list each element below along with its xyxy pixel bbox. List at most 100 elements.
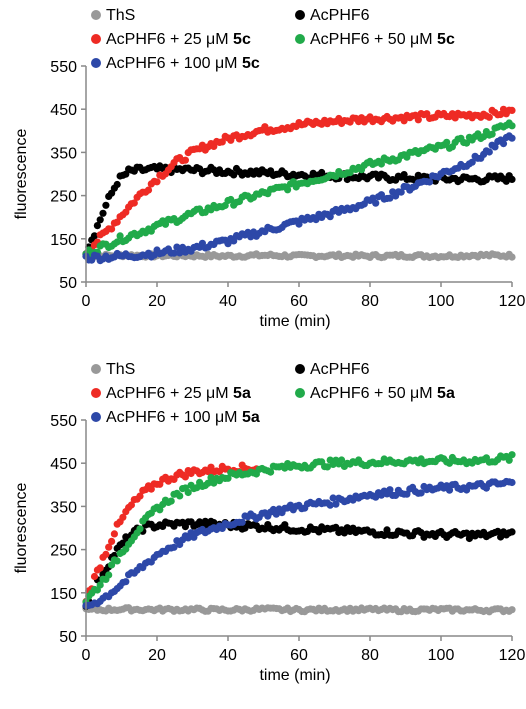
y-tick-label: 450 xyxy=(50,102,77,119)
data-point xyxy=(502,177,510,185)
legend-marker xyxy=(91,34,101,44)
data-point xyxy=(176,492,184,500)
y-axis-label: fluorescence xyxy=(13,483,30,574)
data-point xyxy=(284,186,292,194)
x-tick-label: 20 xyxy=(148,647,166,664)
data-point xyxy=(136,525,144,533)
legend-label: AcPHF6 + 50 μM 5c xyxy=(310,31,455,48)
data-point xyxy=(508,175,516,183)
data-point xyxy=(136,492,144,500)
legend-marker xyxy=(295,10,305,20)
data-point xyxy=(116,232,124,240)
legend-item: AcPHF6 + 25 μM 5a xyxy=(91,385,251,402)
y-tick-label: 450 xyxy=(50,456,77,473)
data-point xyxy=(130,199,138,207)
legend-label: AcPHF6 + 100 μM 5a xyxy=(106,409,260,426)
legend-label: AcPHF6 + 25 μM 5c xyxy=(106,31,251,48)
data-point xyxy=(127,501,135,509)
data-point xyxy=(323,463,331,471)
x-axis-label: time (min) xyxy=(259,313,330,330)
legend-label: AcPHF6 + 25 μM 5a xyxy=(106,385,251,402)
data-point xyxy=(170,249,178,257)
data-point xyxy=(176,249,184,257)
x-tick-label: 40 xyxy=(219,293,237,310)
series-2 xyxy=(82,105,516,258)
data-point xyxy=(485,113,493,121)
y-tick-label: 350 xyxy=(50,499,77,516)
data-point xyxy=(505,456,513,464)
data-point xyxy=(119,539,127,547)
data-point xyxy=(105,571,113,579)
data-point xyxy=(113,218,121,226)
chart-panel-top: 50 150 250 350 450 550 0 20 40 60 80 100 120 time (mi… xyxy=(0,0,526,354)
data-point xyxy=(119,513,127,521)
data-point xyxy=(96,216,104,224)
data-point xyxy=(113,238,121,246)
data-point xyxy=(508,606,516,614)
data-point xyxy=(508,451,516,459)
chart-panel-bottom: 50 150 250 350 450 550 0 20 40 60 80 100 120 time (mi… xyxy=(0,354,526,708)
chart-svg-top: 50 150 250 350 450 550 0 20 40 60 80 100 120 time (mi… xyxy=(13,7,525,330)
data-points xyxy=(82,105,516,265)
legend-marker xyxy=(295,388,305,398)
x-tick-label: 60 xyxy=(290,293,308,310)
data-point xyxy=(443,138,451,146)
data-point xyxy=(93,222,101,230)
data-point xyxy=(445,486,454,494)
legend-marker xyxy=(91,364,101,374)
legend-label: AcPHF6 xyxy=(310,7,370,24)
data-point xyxy=(383,526,391,534)
data-point xyxy=(380,531,388,540)
legend-label: ThS xyxy=(106,361,135,378)
data-point xyxy=(414,116,422,124)
data-point xyxy=(267,468,275,476)
y-tick-label: 150 xyxy=(50,586,77,603)
data-point xyxy=(468,158,476,166)
data-point xyxy=(144,186,153,194)
x-tick-label: 0 xyxy=(82,293,91,310)
data-point xyxy=(227,195,235,204)
y-tick-label: 150 xyxy=(50,232,77,249)
data-point xyxy=(326,501,334,509)
data-point xyxy=(463,529,471,537)
data-point xyxy=(508,253,516,261)
data-point xyxy=(508,134,516,142)
legend-label: ThS xyxy=(106,7,135,24)
series-2 xyxy=(82,461,260,606)
data-point xyxy=(113,180,121,189)
data-point xyxy=(499,140,508,148)
legend: ThS AcPHF6 AcPHF6 + 25 μM 5a AcPHF6 + 50 μM… xyxy=(91,361,455,426)
x-tick-label: 100 xyxy=(428,647,455,664)
data-point xyxy=(508,528,516,536)
series-4 xyxy=(82,132,516,265)
legend-label: AcPHF6 xyxy=(310,361,370,378)
data-point xyxy=(485,148,493,156)
series-1 xyxy=(82,162,516,258)
data-points xyxy=(82,451,516,616)
data-point xyxy=(207,473,215,482)
data-point xyxy=(329,494,337,502)
data-point xyxy=(372,199,380,207)
legend-label: AcPHF6 + 100 μM 5c xyxy=(106,55,260,72)
legend-label: AcPHF6 + 50 μM 5a xyxy=(310,385,455,402)
legend-marker xyxy=(295,34,305,44)
data-point xyxy=(488,130,496,138)
y-axis-label: fluorescence xyxy=(13,129,30,220)
data-point xyxy=(170,543,178,551)
data-point xyxy=(377,160,385,168)
data-point xyxy=(96,564,104,572)
chart-svg-bottom: 50 150 250 350 450 550 0 20 40 60 80 100 120 time (mi… xyxy=(13,361,525,684)
data-point xyxy=(105,543,113,551)
data-point xyxy=(90,572,99,581)
data-point xyxy=(156,506,164,514)
data-point xyxy=(386,194,394,202)
y-tick-label: 550 xyxy=(50,413,77,430)
data-point xyxy=(417,489,425,497)
data-point xyxy=(147,485,155,493)
data-point xyxy=(181,473,189,481)
y-tick-label: 250 xyxy=(50,189,77,206)
data-point xyxy=(332,500,340,508)
series-0 xyxy=(82,604,516,616)
data-point xyxy=(494,527,502,535)
data-point xyxy=(96,581,104,589)
